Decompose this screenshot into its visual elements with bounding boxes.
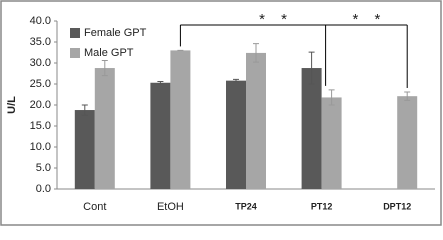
x-tick-label: DPT12 <box>383 201 411 211</box>
x-tick-label: PT12 <box>311 201 333 211</box>
y-tick-label: 30.0 <box>30 57 51 69</box>
y-tick-label: 20.0 <box>30 99 51 111</box>
x-tick-label: Cont <box>83 201 106 213</box>
bar <box>397 96 418 189</box>
bar <box>74 110 95 189</box>
bar <box>94 68 115 189</box>
error-bar <box>81 104 88 116</box>
x-tick-label: EtOH <box>157 201 184 213</box>
bar <box>301 68 322 189</box>
error-bar <box>101 59 108 77</box>
y-axis-label: U/L <box>6 96 18 114</box>
chart: U/L 0.0 5.0 10.0 15.0 20.0 25.0 30.0 35.0 40.0 Co… <box>0 0 442 226</box>
bar <box>170 50 191 190</box>
y-tick-label: 40.0 <box>30 15 51 27</box>
chart-border <box>0 0 442 226</box>
error-bar <box>157 80 164 85</box>
bar <box>246 52 266 189</box>
legend-label: Male GPT <box>84 47 134 59</box>
bar <box>226 80 246 189</box>
error-bar <box>328 89 335 106</box>
error-bar <box>308 51 315 85</box>
bar <box>150 82 171 189</box>
x-tick-label: TP24 <box>235 201 257 211</box>
y-tick-label: 0.0 <box>36 183 51 195</box>
error-bar <box>233 78 239 83</box>
error-bar <box>404 91 411 101</box>
legend-swatch <box>70 28 80 38</box>
significance-mark: * * <box>352 11 386 28</box>
error-bar <box>253 43 259 63</box>
y-tick-label: 5.0 <box>36 162 51 174</box>
legend-label: Female GPT <box>84 27 147 39</box>
bar <box>321 97 342 189</box>
y-tick-label: 15.0 <box>30 120 51 132</box>
y-tick-label: 10.0 <box>30 141 51 153</box>
significance-mark: * * <box>259 11 293 28</box>
legend-swatch <box>70 48 80 58</box>
y-tick-label: 35.0 <box>30 36 51 48</box>
y-tick-label: 25.0 <box>30 78 51 90</box>
